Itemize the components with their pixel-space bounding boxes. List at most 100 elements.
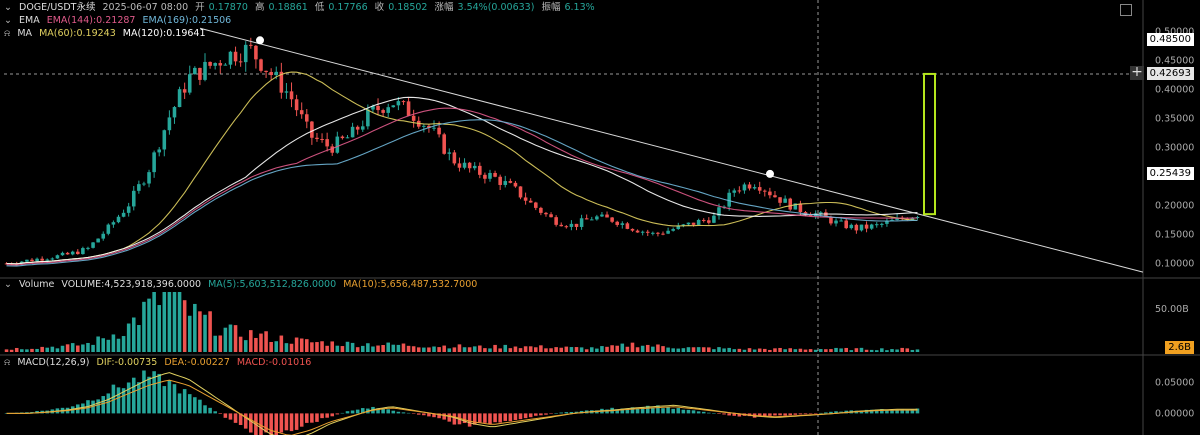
- macd-bar: [503, 413, 508, 421]
- macd-bar: [554, 413, 558, 414]
- candle-body: [701, 219, 706, 221]
- volume-bar: [345, 341, 350, 352]
- volume-bar: [20, 349, 24, 352]
- candle-body: [172, 107, 177, 118]
- volume-bar: [137, 325, 141, 352]
- candle-body: [661, 233, 665, 235]
- chevron-down-icon[interactable]: ⌄: [4, 279, 12, 290]
- candle-body: [187, 74, 192, 93]
- volume-bar: [305, 339, 309, 352]
- volume-tick-label: 50.00B: [1155, 304, 1189, 315]
- macd-tick-label: 0.00000: [1155, 408, 1194, 419]
- candle-body: [447, 152, 452, 154]
- volume-bar: [249, 330, 253, 352]
- ma60-value: MA(60):0.19243: [39, 28, 116, 39]
- bell-icon[interactable]: ⍾: [4, 357, 11, 368]
- macd-bar: [488, 413, 492, 425]
- chevron-down-icon[interactable]: ⌄: [4, 15, 12, 26]
- candle-body: [747, 184, 752, 189]
- price-tick-label: 0.15000: [1155, 229, 1194, 240]
- volume-bar: [722, 348, 726, 352]
- candle-body: [91, 242, 95, 248]
- macd-bar: [172, 384, 177, 414]
- candle-body: [885, 220, 889, 224]
- candle-body: [70, 251, 75, 255]
- volume-bar: [890, 349, 894, 352]
- candle-body: [427, 125, 431, 128]
- macd-bar: [131, 377, 136, 414]
- bell-icon[interactable]: ⍾: [4, 28, 11, 39]
- candle-body: [569, 223, 574, 227]
- volume-bar: [498, 348, 502, 352]
- candle-body: [910, 217, 915, 220]
- fullscreen-icon[interactable]: [1120, 4, 1132, 16]
- macd-bar: [717, 413, 721, 414]
- ema-name: EMA: [19, 15, 40, 26]
- volume-bar: [732, 349, 737, 352]
- chevron-down-icon[interactable]: ⌄: [4, 2, 12, 13]
- volume-bar: [116, 338, 121, 352]
- macd-bar: [895, 410, 899, 414]
- macd-bar: [869, 409, 874, 414]
- volume-bar: [696, 347, 701, 352]
- candle-body: [483, 174, 487, 179]
- volume-bar: [462, 347, 467, 352]
- candle-body: [498, 176, 502, 185]
- candle-body: [742, 184, 747, 191]
- candle-body: [106, 224, 111, 234]
- candle-body: [76, 251, 80, 255]
- macd-bar: [564, 412, 569, 414]
- ma60-line: [6, 71, 918, 265]
- volume-bar: [30, 348, 34, 352]
- candle-body: [584, 218, 589, 220]
- candle-body: [315, 137, 319, 139]
- candle-body: [360, 126, 365, 130]
- macd-bar: [289, 413, 294, 432]
- candle-body: [182, 89, 187, 93]
- candle-body: [65, 252, 70, 255]
- macd-bar: [757, 413, 762, 417]
- volume-bar: [681, 348, 686, 352]
- candle-body: [142, 183, 146, 185]
- macd-bar: [900, 409, 904, 414]
- macd-bar: [442, 413, 446, 420]
- high-value: 0.18861: [268, 2, 308, 13]
- candle-body: [50, 258, 55, 260]
- macd-bar: [340, 412, 345, 414]
- candle-body: [829, 216, 833, 224]
- volume-bar: [243, 340, 248, 352]
- macd-bar: [111, 384, 116, 414]
- candle-body: [55, 255, 60, 259]
- candle-body: [783, 198, 787, 203]
- volume-bar: [289, 343, 294, 352]
- ema144-line: [6, 107, 918, 266]
- volume-bar: [437, 347, 441, 352]
- open-value: 0.17870: [208, 2, 248, 13]
- volume-bar: [233, 325, 238, 352]
- macd-bar: [310, 413, 314, 423]
- candle-body: [874, 224, 879, 226]
- volume-bar: [605, 346, 609, 352]
- candle-body: [86, 247, 90, 249]
- candle-body: [243, 44, 248, 63]
- candle-body: [381, 110, 385, 113]
- volume-bar: [340, 346, 345, 352]
- volume-bar: [152, 292, 156, 352]
- volume-bar: [518, 348, 523, 352]
- candle-body: [396, 101, 401, 106]
- volume-bar: [849, 350, 854, 352]
- macd-bar: [462, 413, 467, 424]
- volume-bar: [360, 345, 365, 352]
- volume-bar: [223, 327, 228, 352]
- crosshair-add-icon[interactable]: +: [1130, 64, 1144, 80]
- price-tick-label: 0.30000: [1155, 143, 1194, 154]
- date-label: 2025-06-07 08:00: [102, 2, 189, 13]
- dif-line: [6, 372, 918, 435]
- candle-body: [467, 162, 472, 169]
- ema169-line: [6, 119, 918, 267]
- macd-bar: [274, 413, 279, 435]
- candle-body: [534, 202, 538, 208]
- volume-bar: [279, 335, 284, 352]
- dea-value: DEA:-0.00227: [164, 357, 230, 368]
